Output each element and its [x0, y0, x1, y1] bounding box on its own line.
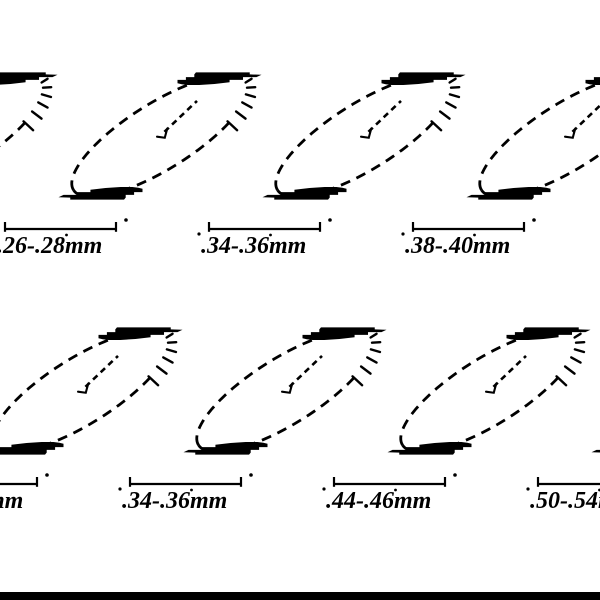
svg-text:.30-.32mm: .30-.32mm: [0, 488, 23, 514]
svg-text:.50-.54mm: .50-.54mm: [530, 488, 600, 514]
svg-text:.34-.36mm: .34-.36mm: [122, 488, 227, 514]
svg-text:.34-.36mm: .34-.36mm: [201, 233, 306, 259]
svg-text:.26-.28mm: .26-.28mm: [0, 233, 102, 259]
svg-text:.44-.46mm: .44-.46mm: [326, 488, 431, 514]
svg-text:.38-.40mm: .38-.40mm: [405, 233, 510, 259]
